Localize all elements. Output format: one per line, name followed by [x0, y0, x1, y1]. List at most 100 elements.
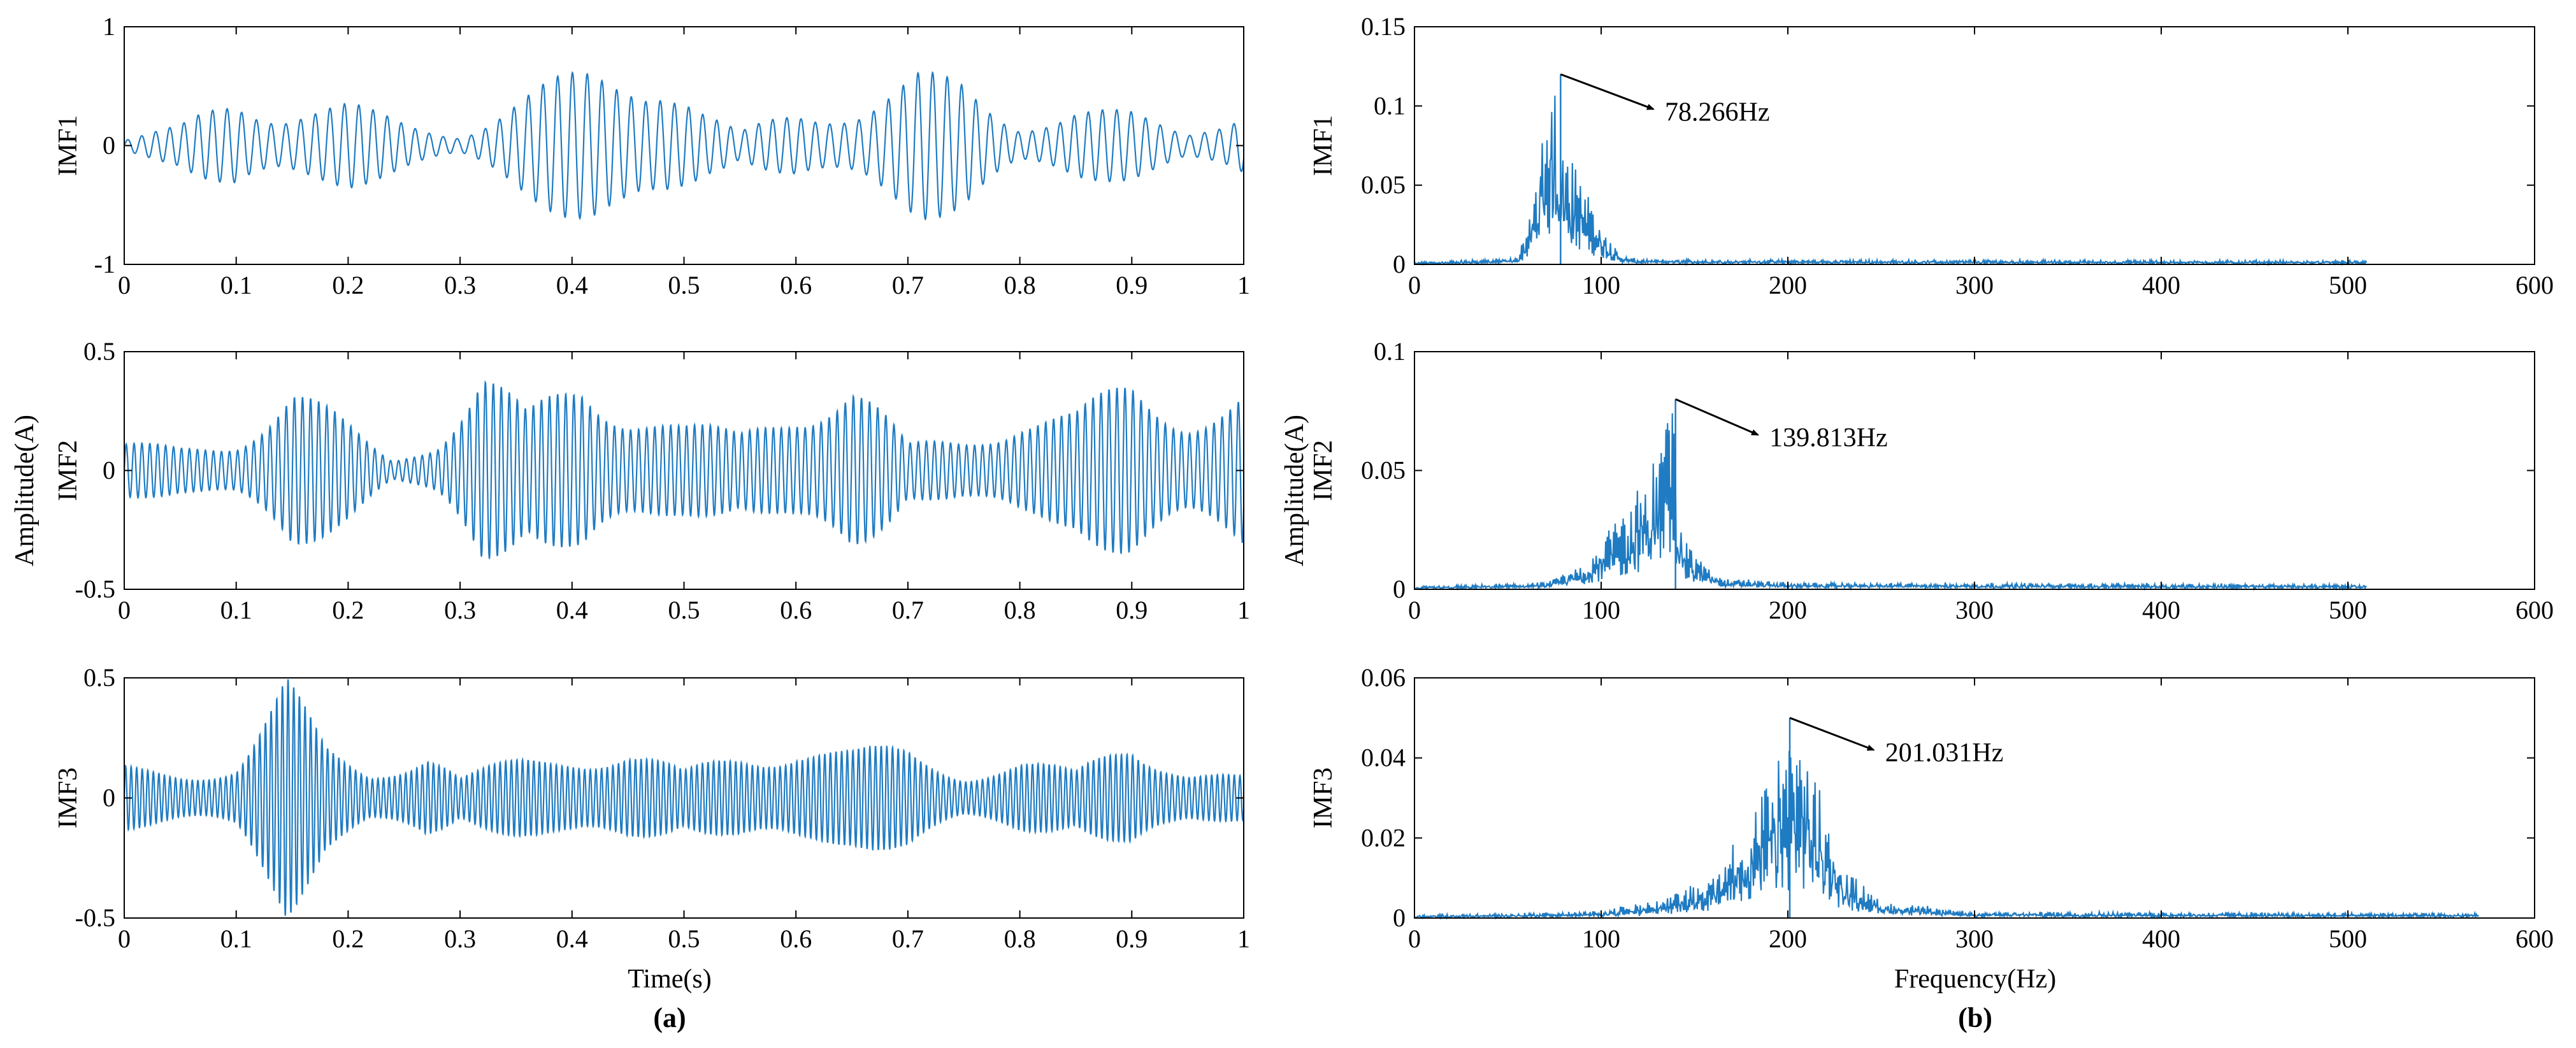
imf2-time-ytick-label: 0.5 — [83, 337, 115, 366]
imf2-time-ytick-label: -0.5 — [75, 575, 115, 603]
imf1-spectrum-xtick-label: 200 — [1769, 271, 1807, 299]
imf1-time-xtick-label: 0.3 — [444, 271, 476, 299]
imf3-spectrum-frame — [1414, 677, 2535, 919]
imf1-time-xtick-label: 0.7 — [892, 271, 924, 299]
imf2-time-xtick-label: 0.7 — [892, 596, 924, 624]
imf1-time-frame — [124, 26, 1244, 265]
imf3-spectrum-xtick-label: 100 — [1582, 924, 1620, 953]
imf3-spectrum-ytick-label: 0 — [1393, 903, 1406, 932]
imf3-spectrum-peak-arrow — [1789, 717, 1875, 751]
imf1-time-series-line — [124, 71, 1245, 221]
imf1-spectrum-xtick-label: 300 — [1955, 271, 1994, 299]
imf3-time-xtick-label: 0.1 — [220, 924, 252, 953]
panel-label-a: (a) — [653, 1002, 686, 1033]
imf1-spectrum-xtick-label: 600 — [2515, 271, 2554, 299]
imf1-spectrum-ytick-label: 0.15 — [1361, 12, 1406, 41]
imf1-spectrum-ytick-label: 0 — [1393, 250, 1406, 278]
imf1-spectrum-ytick-label: 0.1 — [1374, 91, 1406, 120]
imf2-spectrum-ylabel: IMF2 — [1309, 440, 1338, 501]
imf1-time-xtick-label: 0 — [118, 271, 131, 299]
imf3-time-xtick-label: 0.4 — [556, 924, 588, 953]
imf2-spectrum-xtick-label: 600 — [2515, 596, 2554, 624]
left-ylabel: Amplitude(A) — [10, 415, 40, 566]
imf3-spectrum-ytick-label: 0.04 — [1361, 743, 1406, 772]
imf1-spectrum-series-line — [1414, 96, 2368, 267]
imf2-time-xtick-label: 0.9 — [1116, 596, 1148, 624]
imf3-time-ytick-label: -0.5 — [75, 903, 115, 932]
imf1-time-xtick-label: 0.6 — [780, 271, 812, 299]
imf2-time-xtick-label: 0.4 — [556, 596, 588, 624]
imf1-time-ytick-label: -1 — [94, 250, 115, 278]
panel-label-b: (b) — [1958, 1002, 1992, 1033]
right-xlabel: Frequency(Hz) — [1894, 965, 2056, 994]
imf1-time-ytick-label: 0 — [103, 131, 115, 160]
imf3-spectrum-xtick-label: 400 — [2142, 924, 2180, 953]
imf1-spectrum-xtick-label: 0 — [1408, 271, 1421, 299]
imf2-spectrum-frame — [1414, 351, 2535, 590]
imf1-spectrum-peak-arrow — [1560, 73, 1655, 110]
imf2-spectrum-peak-label: 139.813Hz — [1769, 424, 1887, 453]
imf2-spectrum-axes: 139.813Hz 0 100 200 300 400 500 600 0 0.05 0.1 IMF2 — [1309, 337, 2554, 624]
right-ylabel: Amplitude(A) — [1280, 415, 1309, 566]
imf1-spectrum-xtick-label: 400 — [2142, 271, 2180, 299]
imf3-time-xtick-label: 0.2 — [332, 924, 364, 953]
imf3-spectrum-peak-label: 201.031Hz — [1885, 738, 2003, 768]
imf2-spectrum-series-line — [1414, 413, 2367, 591]
imf2-spectrum-xtick-label: 500 — [2329, 596, 2367, 624]
imf3-time-xtick-label: 0 — [118, 924, 131, 953]
imf1-time-ylabel: IMF1 — [54, 115, 83, 176]
imf2-spectrum-ytick-label: 0.05 — [1361, 456, 1406, 485]
imf2-time-xtick-label: 0.1 — [220, 596, 252, 624]
imf3-spectrum-xtick-label: 300 — [1955, 924, 1994, 953]
imf3-time-xtick-label: 0.8 — [1004, 924, 1036, 953]
imf3-spectrum-xtick-label: 500 — [2329, 924, 2367, 953]
imf3-time-ytick-label: 0 — [103, 784, 115, 812]
imf2-time-xtick-label: 0.5 — [668, 596, 700, 624]
imf3-time-xtick-label: 0.3 — [444, 924, 476, 953]
imf1-time-xtick-label: 0.8 — [1004, 271, 1036, 299]
imf1-time-xtick-label: 0.4 — [556, 271, 588, 299]
imf3-spectrum-series-line — [1414, 750, 2479, 921]
imf1-time-xtick-label: 0.1 — [220, 271, 252, 299]
imf3-time-xtick-label: 1 — [1237, 924, 1250, 953]
imf2-time-series-line — [123, 380, 1245, 560]
imf1-spectrum-xtick-label: 100 — [1582, 271, 1620, 299]
imf2-time-xtick-label: 0 — [118, 596, 131, 624]
imf3-time-xtick-label: 0.7 — [892, 924, 924, 953]
left-xlabel: Time(s) — [628, 965, 711, 994]
imf2-time-ylabel: IMF2 — [54, 440, 83, 501]
imf2-spectrum-ytick-label: 0.1 — [1374, 337, 1406, 366]
imf3-spectrum-xtick-label: 600 — [2515, 924, 2554, 953]
imf1-spectrum-ylabel: IMF1 — [1309, 115, 1338, 176]
imf2-spectrum-peak-arrow — [1675, 398, 1759, 436]
imf3-time-ylabel: IMF3 — [54, 768, 83, 829]
imf1-time-xtick-label: 0.9 — [1116, 271, 1148, 299]
imf1-spectrum-peak-label: 78.266Hz — [1665, 97, 1769, 127]
imf1-spectrum-axes: 78.266Hz 0 100 200 300 400 500 600 0 0.05 0.1 0.15 I… — [1309, 12, 2554, 299]
imf3-spectrum-xtick-label: 200 — [1769, 924, 1807, 953]
imf2-spectrum-ytick-label: 0 — [1393, 575, 1406, 603]
imf2-time-ytick-label: 0 — [103, 456, 115, 485]
imf2-time-xtick-label: 0.3 — [444, 596, 476, 624]
imf3-spectrum-xtick-label: 0 — [1408, 924, 1421, 953]
imf2-spectrum-xtick-label: 100 — [1582, 596, 1620, 624]
imf1-spectrum-xtick-label: 500 — [2329, 271, 2367, 299]
imf1-time-ytick-label: 1 — [103, 12, 115, 41]
imf3-spectrum-axes: 201.031Hz 0 100 200 300 400 500 600 0 0.02 0.04 0.0… — [1309, 663, 2554, 953]
imf2-spectrum-xtick-label: 200 — [1769, 596, 1807, 624]
imf2-time-xtick-label: 1 — [1237, 596, 1250, 624]
imf2-time-xtick-label: 0.8 — [1004, 596, 1036, 624]
imf2-time-xtick-label: 0.2 — [332, 596, 364, 624]
imf2-spectrum-xtick-label: 400 — [2142, 596, 2180, 624]
imf3-time-xtick-label: 0.6 — [780, 924, 812, 953]
imf2-spectrum-xtick-label: 0 — [1408, 596, 1421, 624]
imf1-time-xtick-label: 0.5 — [668, 271, 700, 299]
imf1-time-xtick-label: 0.2 — [332, 271, 364, 299]
imf2-time-axes: 0 0.1 0.2 0.3 0.4 0.5 0.6 0.7 0.8 0.9 1-0.500.5IMF… — [54, 337, 1250, 624]
imf1-time-xtick-label: 1 — [1237, 271, 1250, 299]
imf3-time-ytick-label: 0.5 — [83, 663, 115, 692]
imf3-time-xtick-label: 0.5 — [668, 924, 700, 953]
